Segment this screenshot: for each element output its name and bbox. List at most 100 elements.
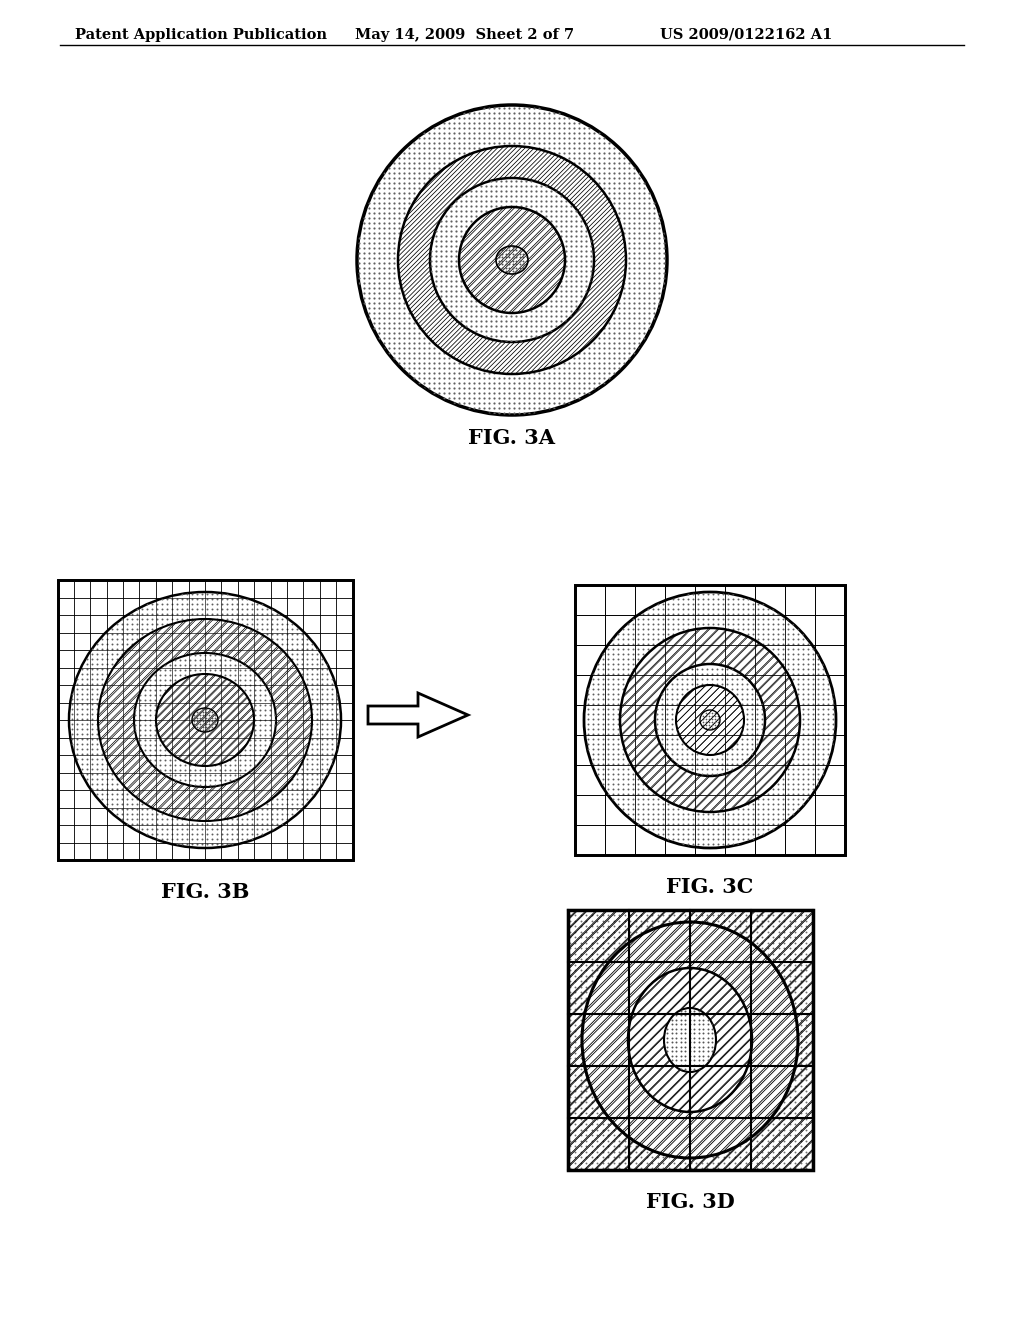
Point [578, 1147, 594, 1168]
Point [391, 218, 408, 239]
Point [710, 809, 726, 830]
Point [677, 1020, 693, 1041]
Point [589, 960, 605, 981]
Point [584, 1003, 600, 1024]
Point [198, 649, 214, 671]
Point [567, 1135, 584, 1156]
Point [819, 678, 836, 700]
Point [426, 362, 442, 383]
Point [578, 1125, 594, 1146]
Point [199, 704, 215, 725]
Point [386, 172, 402, 193]
Point [622, 1059, 638, 1080]
Point [682, 1086, 698, 1107]
Point [252, 700, 268, 721]
Point [742, 1003, 759, 1024]
Point [705, 663, 721, 684]
Point [538, 201, 554, 222]
Point [407, 337, 423, 358]
Point [776, 960, 793, 981]
Point [586, 372, 602, 393]
Point [698, 982, 715, 1003]
Point [666, 1069, 682, 1090]
Point [591, 362, 607, 383]
Point [606, 152, 623, 173]
Point [689, 818, 706, 840]
Point [584, 965, 600, 986]
Point [675, 589, 691, 610]
Point [737, 970, 754, 991]
Point [518, 253, 535, 275]
Point [781, 970, 798, 991]
Point [705, 916, 721, 937]
Point [577, 378, 593, 399]
Point [371, 308, 387, 329]
Point [795, 714, 811, 735]
Point [264, 599, 281, 620]
Point [765, 1092, 781, 1113]
Point [580, 714, 596, 735]
Point [79, 759, 95, 780]
Point [640, 614, 656, 635]
Point [749, 949, 765, 970]
Point [705, 1020, 721, 1041]
Point [703, 717, 720, 738]
Point [381, 257, 397, 279]
Point [207, 710, 223, 731]
Point [677, 987, 693, 1008]
Point [721, 1086, 737, 1107]
Point [635, 784, 651, 805]
Point [114, 784, 130, 805]
Point [566, 143, 583, 164]
Point [705, 1097, 721, 1118]
Point [668, 1018, 684, 1039]
Point [776, 1114, 793, 1135]
Point [468, 290, 484, 312]
Point [688, 1031, 705, 1052]
Point [541, 397, 557, 418]
Point [646, 197, 663, 218]
Point [805, 673, 821, 694]
Point [522, 195, 539, 216]
Point [453, 290, 469, 312]
Point [729, 619, 745, 640]
Point [578, 1119, 594, 1140]
Point [227, 649, 244, 671]
Point [636, 288, 652, 309]
Point [660, 1147, 677, 1168]
Point [705, 1041, 721, 1063]
Point [586, 157, 602, 178]
Point [193, 701, 209, 722]
Point [644, 1097, 660, 1118]
Point [606, 347, 623, 368]
Point [660, 1135, 677, 1156]
Point [578, 1064, 594, 1085]
Point [426, 123, 442, 144]
Point [824, 734, 841, 755]
Point [561, 937, 578, 958]
Point [212, 660, 228, 681]
Point [366, 227, 382, 248]
Point [134, 804, 151, 825]
Point [521, 397, 538, 418]
Point [486, 107, 503, 128]
Point [798, 970, 814, 991]
Point [74, 729, 90, 750]
Point [656, 257, 673, 279]
Point [628, 1064, 644, 1085]
Point [770, 927, 786, 948]
Point [609, 678, 626, 700]
Point [677, 1064, 693, 1085]
Point [774, 609, 791, 630]
Point [677, 1031, 693, 1052]
Point [578, 1102, 594, 1123]
Point [217, 755, 233, 776]
Point [781, 1119, 798, 1140]
Point [229, 599, 246, 620]
Point [591, 162, 607, 183]
Point [688, 937, 705, 958]
Point [699, 748, 716, 770]
Point [638, 1041, 654, 1063]
Point [600, 1092, 616, 1113]
Point [548, 186, 564, 207]
